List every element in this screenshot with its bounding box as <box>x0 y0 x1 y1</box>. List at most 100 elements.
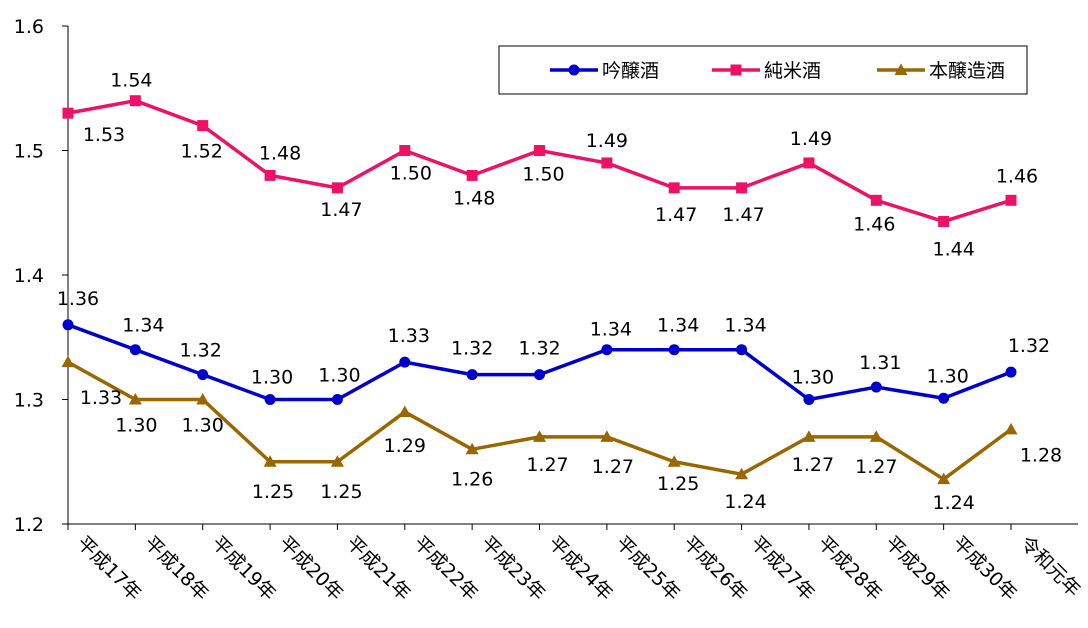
data-point <box>1005 366 1017 378</box>
x-tick-label: 平成24年 <box>544 532 617 605</box>
data-label: 1.30 <box>115 415 157 437</box>
data-label: 1.27 <box>792 454 834 476</box>
data-label: 1.46 <box>996 165 1038 187</box>
data-point <box>61 355 75 368</box>
data-label: 1.48 <box>453 187 495 209</box>
data-point <box>1005 194 1017 206</box>
data-label: 1.27 <box>592 456 634 478</box>
y-axis-ticks: 1.2 1.3 1.4 1.5 1.6 <box>14 16 68 536</box>
data-point <box>668 344 680 356</box>
y-tick-label: 1.6 <box>14 16 44 38</box>
data-point <box>938 215 950 227</box>
axes <box>67 26 1078 525</box>
data-label: 1.33 <box>80 387 122 409</box>
data-label: 1.50 <box>390 163 432 185</box>
legend-marker <box>730 64 742 76</box>
data-label: 1.30 <box>182 415 224 437</box>
data-point <box>534 369 545 381</box>
data-point <box>938 392 950 404</box>
data-label: 1.24 <box>724 491 766 513</box>
data-label: 1.25 <box>252 481 294 503</box>
data-point <box>398 405 412 417</box>
data-label: 1.27 <box>526 454 568 476</box>
data-point <box>129 95 141 107</box>
data-point <box>735 467 749 480</box>
x-tick-label: 令和元年 <box>1015 532 1084 601</box>
data-point <box>62 319 74 331</box>
x-tick-label: 平成28年 <box>813 532 886 605</box>
data-point <box>870 194 882 206</box>
data-point <box>869 430 883 442</box>
data-point <box>263 455 277 467</box>
data-point <box>601 344 613 356</box>
data-label: 1.25 <box>657 473 699 495</box>
data-label: 1.54 <box>110 70 152 92</box>
x-tick-label: 平成21年 <box>342 532 415 605</box>
data-point <box>399 356 411 368</box>
data-label: 1.50 <box>522 164 564 186</box>
data-label: 1.30 <box>792 367 834 389</box>
data-label: 1.27 <box>855 456 897 478</box>
x-tick-label: 平成23年 <box>477 532 550 605</box>
x-tick-label: 平成27年 <box>746 532 819 605</box>
data-point <box>668 182 680 194</box>
data-point <box>667 455 681 467</box>
x-tick-label: 平成17年 <box>72 532 145 605</box>
y-tick-label: 1.5 <box>14 141 44 163</box>
series-2: 1.53 1.54 1.52 1.48 1.47 1.50 1.48 1.50 1.49 1.47… <box>62 70 1038 260</box>
data-point <box>937 472 951 485</box>
legend-label: 吟醸酒 <box>602 60 659 82</box>
data-point <box>331 182 343 194</box>
x-tick-label: 平成29年 <box>881 532 954 605</box>
data-label: 1.32 <box>451 338 493 360</box>
data-label: 1.34 <box>657 315 699 337</box>
data-point <box>736 344 748 356</box>
legend: 吟醸酒 純米酒 本醸造酒 <box>498 45 1028 95</box>
x-tick-label: 平成22年 <box>409 532 482 605</box>
data-label: 1.26 <box>451 468 493 490</box>
data-point <box>465 442 479 455</box>
data-point <box>534 145 545 156</box>
data-label: 1.52 <box>181 141 223 163</box>
data-label: 1.48 <box>259 142 301 164</box>
data-label: 1.34 <box>590 319 632 341</box>
data-label: 1.47 <box>722 204 764 226</box>
data-point <box>62 107 74 119</box>
legend-marker <box>568 64 580 76</box>
data-label: 1.47 <box>655 204 697 226</box>
data-label: 1.36 <box>57 288 99 310</box>
data-label: 1.46 <box>853 213 895 235</box>
x-tick-label: 平成30年 <box>948 532 1021 605</box>
data-point <box>331 394 343 405</box>
data-label: 1.44 <box>932 238 974 260</box>
data-point <box>129 344 141 356</box>
data-point <box>466 169 478 181</box>
y-tick-label: 1.3 <box>14 390 44 412</box>
data-point <box>466 369 478 381</box>
x-axis-ticks: 平成17年平成18年平成19年平成20年平成21年平成22年平成23年平成24年… <box>67 524 1085 605</box>
data-point <box>533 430 546 442</box>
data-label: 1.53 <box>83 124 125 146</box>
x-tick-label: 平成20年 <box>275 532 348 605</box>
data-point <box>802 430 816 442</box>
data-label: 1.30 <box>926 365 968 387</box>
x-tick-label: 平成25年 <box>611 532 684 605</box>
data-point <box>600 430 614 442</box>
data-point <box>803 157 815 169</box>
series-1: 1.36 1.34 1.32 1.30 1.30 1.33 1.32 1.32 1.34 1.34… <box>57 288 1050 405</box>
legend-marker <box>894 63 908 75</box>
data-label: 1.30 <box>251 367 293 389</box>
legend-item-2: 純米酒 <box>712 60 821 82</box>
data-label: 1.33 <box>388 325 430 347</box>
x-tick-label: 平成19年 <box>207 532 280 605</box>
data-label: 1.32 <box>518 338 560 360</box>
data-label: 1.34 <box>122 315 164 337</box>
data-label: 1.24 <box>932 492 974 514</box>
data-point <box>399 145 411 156</box>
x-tick-label: 平成26年 <box>679 532 752 605</box>
y-tick-label: 1.4 <box>14 265 44 287</box>
data-label: 1.34 <box>724 315 766 337</box>
y-tick-label: 1.2 <box>14 514 44 536</box>
data-label: 1.32 <box>180 340 222 362</box>
